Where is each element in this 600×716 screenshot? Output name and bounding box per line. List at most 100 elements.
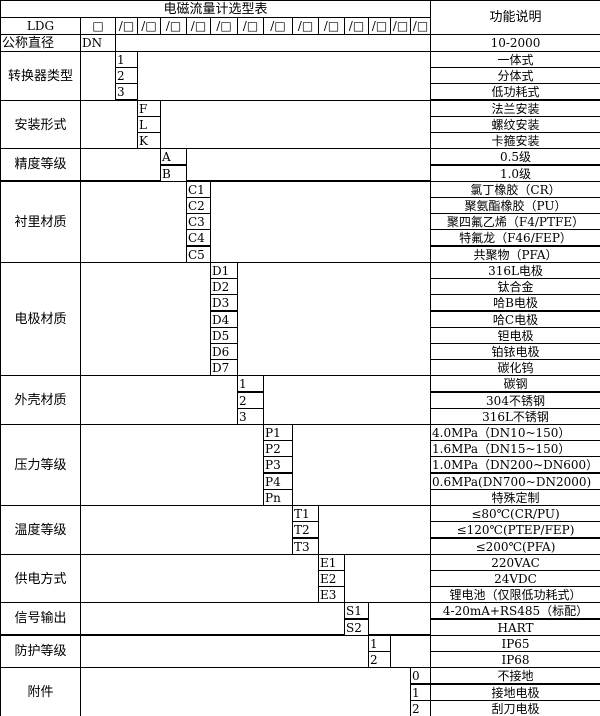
option-desc: 钛合金	[430, 278, 600, 295]
option-desc: 1.6MPa（DN15~150）	[430, 440, 600, 457]
option-code: 2	[115, 67, 138, 84]
blank-cell	[292, 424, 431, 506]
option-desc: 哈C电极	[430, 311, 600, 328]
option-code: 2	[410, 700, 431, 716]
option-code: C1	[186, 181, 211, 198]
group-label-11: 附件	[0, 667, 81, 716]
option-code: 1	[237, 375, 264, 392]
option-desc: 碳钢	[430, 375, 600, 392]
option-desc: 法兰安装	[430, 100, 600, 117]
group-label-9: 信号输出	[0, 602, 81, 635]
blank-cell	[137, 51, 431, 101]
option-desc: IP68	[430, 651, 600, 668]
code-slot: /□	[368, 17, 391, 35]
option-code: D4	[210, 311, 238, 328]
group-label-5: 外壳材质	[0, 375, 81, 425]
option-desc: 304不锈钢	[430, 392, 600, 409]
option-desc: 24VDC	[430, 570, 600, 587]
group-label-4: 电极材质	[0, 262, 81, 377]
option-code: D1	[210, 262, 238, 279]
option-code: P1	[263, 424, 293, 441]
option-desc: 氯丁橡胶（CR）	[430, 181, 600, 198]
option-desc: ≤120℃(PTEP/FEP)	[430, 521, 600, 538]
option-desc: 聚氨酯橡胶（PU）	[430, 197, 600, 214]
first-slot: □	[80, 17, 116, 35]
group-label-10: 防护等级	[0, 635, 81, 668]
blank-cell	[80, 602, 345, 635]
option-desc: 共聚物（PFA）	[430, 246, 600, 263]
option-desc: 316L电极	[430, 262, 600, 279]
option-desc: 一体式	[430, 51, 600, 68]
blank-cell	[80, 100, 138, 150]
code-slot: /□	[115, 17, 138, 35]
option-code: C2	[186, 197, 211, 214]
code-slot: /□	[410, 17, 431, 35]
option-desc: 碳化钨	[430, 359, 600, 376]
option-code: 1	[115, 51, 138, 68]
blank-cell	[80, 424, 264, 506]
option-desc: 铂铱电极	[430, 343, 600, 360]
function-header: 功能说明	[430, 0, 600, 35]
option-code: Pn	[263, 489, 293, 506]
option-desc: 接地电极	[430, 684, 600, 701]
blank-cell	[115, 34, 431, 52]
option-desc: 不接地	[430, 667, 600, 684]
option-code: P3	[263, 456, 293, 473]
option-desc: 316L不锈钢	[430, 408, 600, 425]
nominal-desc: 10-2000	[430, 34, 600, 52]
blank-cell	[237, 262, 431, 377]
option-code: T2	[292, 521, 319, 538]
option-desc: 特殊定制	[430, 489, 600, 506]
option-code: D3	[210, 294, 238, 311]
option-code: 3	[237, 408, 264, 425]
option-code: P4	[263, 473, 293, 490]
option-code: E1	[318, 554, 345, 571]
option-desc: 1.0MPa（DN200~DN600）	[430, 456, 600, 473]
blank-cell	[80, 554, 319, 604]
option-desc: 4-20mA+RS485（标配）	[430, 602, 600, 619]
group-label-8: 供电方式	[0, 554, 81, 604]
blank-cell	[160, 100, 431, 150]
blank-cell	[186, 148, 431, 181]
option-code: A	[160, 148, 187, 165]
option-code: 2	[237, 392, 264, 409]
option-code: 1	[368, 635, 391, 652]
option-code: K	[137, 132, 161, 149]
option-code: 1	[410, 684, 431, 701]
code-slot: /□	[390, 17, 411, 35]
blank-cell	[80, 51, 116, 101]
code-slot: /□	[137, 17, 161, 35]
nominal-label: 公称直径	[0, 34, 81, 52]
blank-cell	[344, 554, 431, 604]
option-code: E3	[318, 586, 345, 603]
option-desc: 0.6MPa(DN700~DN2000)	[430, 473, 600, 490]
option-code: D7	[210, 359, 238, 376]
option-code: P2	[263, 440, 293, 457]
blank-cell	[80, 375, 238, 425]
option-desc: 刮刀电极	[430, 700, 600, 716]
option-code: C5	[186, 246, 211, 263]
option-desc: ≤80℃(CR/PU)	[430, 505, 600, 522]
option-code: 2	[368, 651, 391, 668]
blank-cell	[80, 635, 369, 668]
option-code: S1	[344, 602, 369, 619]
option-desc: ≤200℃(PFA)	[430, 538, 600, 555]
option-desc: 1.0级	[430, 165, 600, 182]
group-label-6: 压力等级	[0, 424, 81, 506]
group-label-2: 精度等级	[0, 148, 81, 181]
code-slot: /□	[237, 17, 264, 35]
blank-cell	[390, 635, 431, 668]
option-code: 0	[410, 667, 431, 684]
code-slot: /□	[344, 17, 369, 35]
option-code: C3	[186, 213, 211, 230]
option-desc: 220VAC	[430, 554, 600, 571]
option-code: S2	[344, 619, 369, 636]
option-code: F	[137, 100, 161, 117]
option-code: L	[137, 116, 161, 133]
blank-cell	[368, 602, 431, 635]
group-label-3: 衬里材质	[0, 181, 81, 263]
option-desc: 钽电极	[430, 327, 600, 344]
code-slot: /□	[318, 17, 345, 35]
blank-cell	[80, 181, 187, 263]
